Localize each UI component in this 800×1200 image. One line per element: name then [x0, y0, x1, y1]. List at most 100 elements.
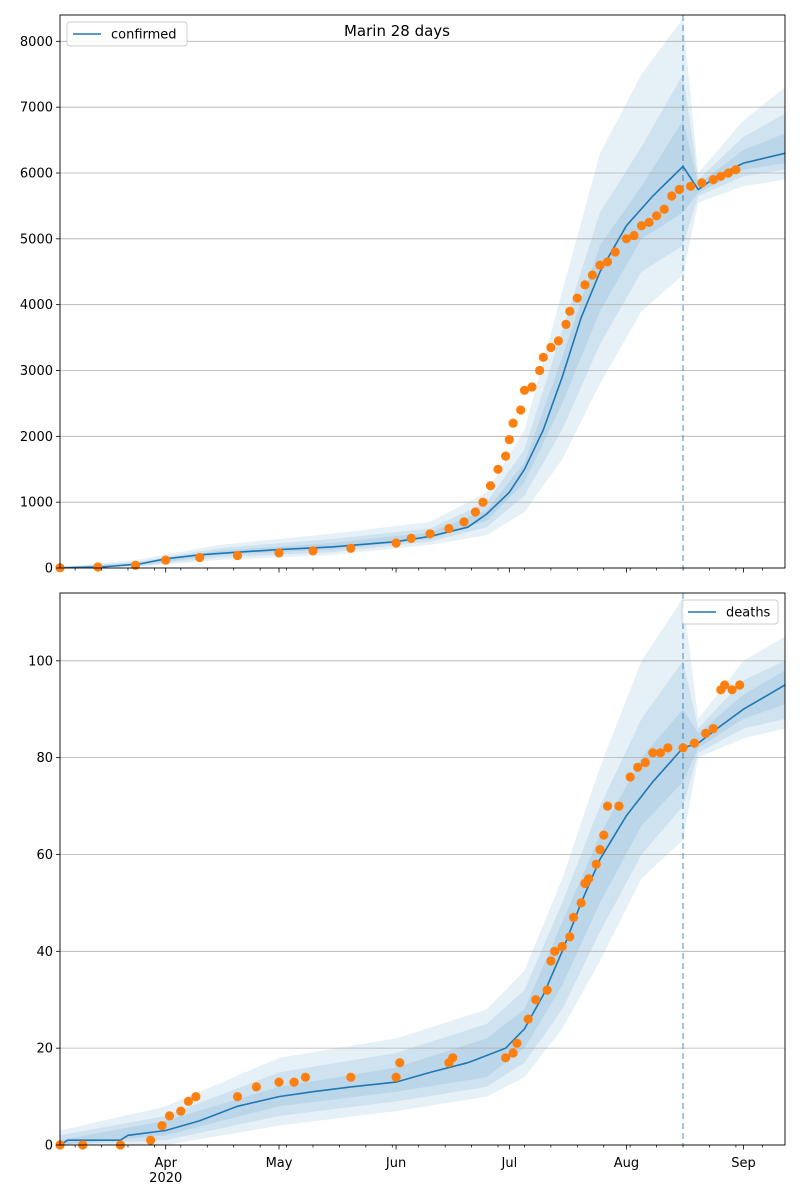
observed-point	[644, 217, 654, 227]
observed-point	[602, 257, 613, 267]
observed-point	[93, 562, 103, 572]
y-tick-label: 1000	[20, 496, 53, 511]
observed-point	[576, 898, 586, 908]
observed-point	[553, 336, 564, 346]
observed-point	[595, 260, 605, 270]
observed-point	[568, 912, 579, 923]
observed-point	[176, 1106, 186, 1116]
observed-point	[195, 552, 205, 563]
observed-point	[636, 221, 647, 231]
observed-point	[731, 165, 741, 175]
y-tick-label: 40	[36, 945, 53, 960]
y-tick-label: 5000	[20, 232, 53, 247]
observed-point	[648, 748, 658, 758]
observed-point	[546, 956, 556, 966]
observed-point	[501, 451, 511, 461]
x-tick-label: Jul	[501, 1156, 518, 1171]
legend-box	[66, 21, 188, 47]
observed-point	[659, 204, 669, 214]
observed-point	[523, 1014, 533, 1024]
deaths-observed-points	[55, 680, 745, 1150]
y-tick-label: 80	[36, 751, 53, 766]
observed-point	[538, 352, 548, 362]
confirmed-axes: 0 1000 2000 3000 4000 5000 6000 7000 8000	[20, 14, 786, 577]
deaths-model-line	[60, 684, 785, 1145]
observed-point	[391, 1072, 401, 1082]
x-tick-sublabel: 2020	[149, 1171, 182, 1186]
observed-point	[674, 184, 684, 195]
band-outer	[60, 597, 785, 1145]
observed-point	[572, 293, 582, 303]
observed-point	[602, 801, 613, 811]
observed-point	[459, 517, 469, 527]
observed-point	[527, 382, 537, 392]
confirmed-uncertainty-bands	[60, 18, 785, 568]
observed-point	[425, 529, 435, 539]
observed-point	[652, 211, 662, 221]
observed-point	[610, 247, 620, 257]
y-tick-label: 2000	[20, 430, 53, 445]
observed-point	[157, 1121, 167, 1131]
observed-point	[478, 497, 488, 507]
observed-point	[232, 550, 243, 561]
y-tick-label: 6000	[20, 167, 53, 182]
x-tick-label: Sep	[731, 1156, 756, 1171]
deaths-legend: deaths	[681, 599, 779, 625]
observed-point	[289, 1077, 299, 1087]
observed-point	[708, 724, 718, 734]
observed-point	[274, 1077, 284, 1087]
x-tick-label: May	[266, 1156, 293, 1171]
y-tick-label: 3000	[20, 364, 53, 379]
confirmed-panel: 0 1000 2000 3000 4000 5000 6000 7000 8000 confir…	[20, 14, 786, 577]
axes-frame	[59, 592, 786, 1146]
observed-point	[535, 365, 545, 376]
observed-point	[663, 743, 673, 753]
confirmed-observed-points	[55, 165, 741, 573]
observed-point	[546, 342, 556, 353]
observed-point	[161, 555, 171, 565]
observed-point	[493, 464, 503, 474]
observed-point	[655, 748, 666, 758]
y-tick-label: 4000	[20, 298, 53, 313]
observed-point	[599, 830, 609, 840]
observed-point	[727, 685, 737, 695]
y-tick-label: 20	[36, 1042, 53, 1057]
observed-point	[274, 548, 284, 558]
observed-point	[501, 1053, 511, 1063]
observed-point	[512, 1038, 522, 1048]
y-tick-label: 0	[45, 562, 53, 577]
observed-point	[504, 435, 514, 445]
observed-point	[508, 1048, 518, 1058]
observed-point	[308, 546, 318, 556]
observed-point	[531, 995, 541, 1005]
observed-point	[565, 932, 575, 942]
x-tick-label: Apr	[154, 1156, 177, 1171]
observed-point	[689, 738, 700, 748]
observed-point	[723, 168, 734, 178]
observed-point	[300, 1072, 310, 1082]
observed-point	[580, 280, 590, 290]
observed-point	[708, 175, 718, 185]
observed-point	[735, 680, 745, 690]
observed-point	[391, 538, 401, 548]
observed-point	[701, 728, 711, 739]
observed-point	[720, 680, 730, 690]
observed-point	[697, 178, 707, 188]
y-tick-label: 0	[45, 1139, 53, 1154]
y-tick-label: 8000	[20, 35, 53, 50]
observed-point	[146, 1135, 156, 1145]
observed-point	[485, 481, 496, 491]
observed-point	[232, 1092, 243, 1102]
observed-point	[191, 1092, 201, 1102]
axes-frame	[59, 14, 786, 569]
observed-point	[550, 946, 560, 956]
observed-point	[633, 762, 643, 772]
observed-point	[667, 191, 677, 201]
observed-point	[591, 859, 601, 869]
observed-point	[444, 523, 454, 534]
observed-point	[640, 757, 650, 768]
